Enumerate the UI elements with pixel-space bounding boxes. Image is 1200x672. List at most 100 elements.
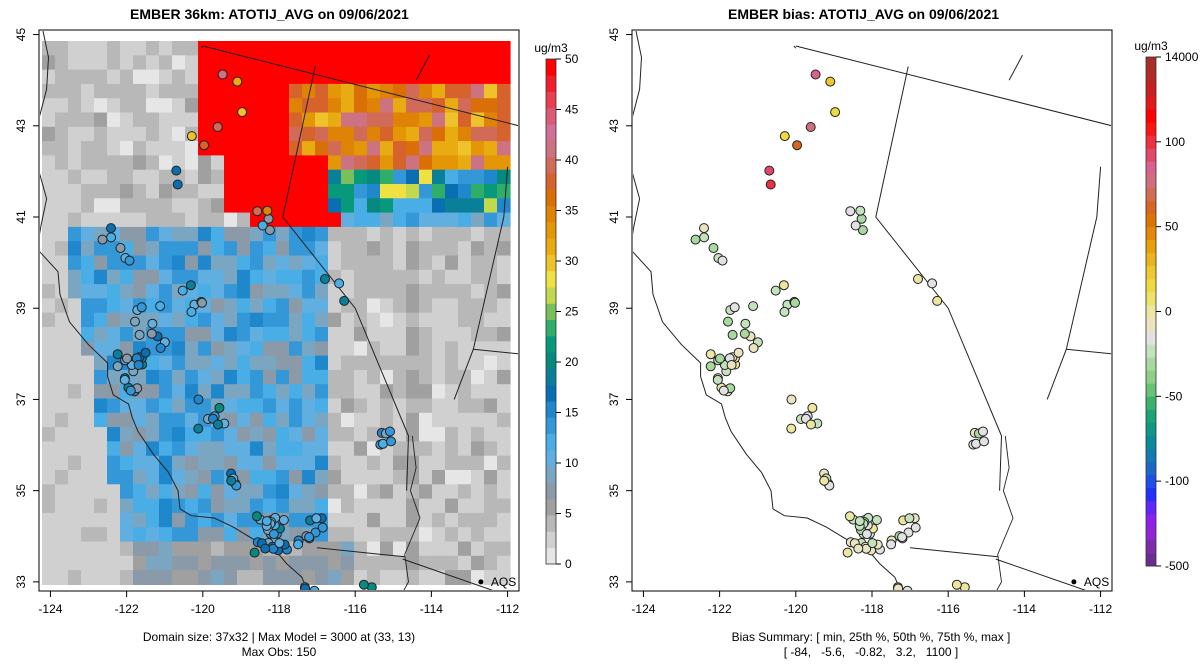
map-content: AQS [633,31,1111,590]
grid-cell [276,455,290,471]
right-map-panel: AQS-124 -122 -120 -118 -116 -114 -112333537394… [607,28,1199,616]
grid-cell [445,355,459,371]
grid-cell [224,241,238,257]
grid-cell [315,341,329,357]
grid-cell [159,255,173,271]
grid-cell [107,269,121,285]
station-marker [232,76,243,87]
grid-cell [211,369,225,385]
grid-cell [94,455,108,471]
grid-cell [289,512,303,528]
grid-cell [419,141,433,156]
grid-cell [224,341,238,357]
grid-cell [81,284,95,299]
grid-cell [120,327,134,342]
grid-cell [198,498,212,514]
station-marker [854,516,865,527]
grid-cell [354,155,368,171]
grid-cell [341,384,355,400]
grid-cell [432,284,446,299]
grid-cell [432,112,446,128]
station-marker [699,223,709,234]
grid-cell [328,384,342,400]
grid-cell [458,427,472,442]
grid-cell [133,555,147,571]
station-marker [186,131,197,142]
grid-cell [146,455,160,471]
grid-cell [471,312,485,328]
grid-cell [224,355,238,371]
grid-cell [237,441,251,457]
grid-cell [185,498,199,514]
station-marker [130,316,140,327]
grid-cell [328,212,342,228]
grid-cell [224,541,238,557]
station-marker [249,547,260,558]
state-border [415,54,430,81]
grid-cell [354,169,368,185]
grid-cell [445,470,459,485]
grid-cell [133,441,147,457]
colorbar-swatch [1146,435,1156,449]
grid-cell [289,327,303,342]
grid-cell [380,570,394,585]
grid-cell [68,412,82,428]
grid-cell [237,184,251,199]
grid-cell [211,41,225,56]
grid-cell [211,341,225,357]
grid-cell [354,141,368,156]
x-tick-label: -124 [38,602,62,616]
station-marker [729,302,740,313]
grid-cell [354,184,368,199]
station-marker [124,255,135,266]
grid-cell [198,312,212,328]
grid-cell [367,455,381,471]
grid-cell [120,470,134,485]
grid-cell [289,369,303,385]
plot-background [632,30,1112,591]
station-marker [261,516,272,527]
grid-cell [68,298,82,314]
grid-cell [159,484,173,500]
grid-cell [393,41,407,56]
station-marker [805,122,816,132]
grid-cell [419,484,433,500]
grid-cell [393,298,407,314]
grid-cell [328,555,342,571]
grid-cell [107,412,121,428]
grid-cell [393,141,407,156]
y-tick-label: 39 [14,301,28,315]
grid-cell [471,141,485,156]
x-tick-label: -112 [1089,602,1112,616]
grid-cell [55,41,69,56]
grid-cell [146,298,160,314]
station-marker [712,374,723,385]
grid-cell [315,126,329,142]
state-border [282,66,410,491]
grid-cell [302,384,316,400]
station-marker [320,274,330,284]
grid-cell [380,212,394,228]
grid-cell [107,169,121,185]
station-marker [842,547,853,558]
grid-cell [432,455,446,471]
grid-cell [432,398,446,414]
grid-cell [289,212,303,228]
grid-cell [263,41,277,56]
grid-cell [367,284,381,299]
station-marker [385,426,395,437]
grid-cell [315,484,329,500]
colorbar-tick-label: -100 [1165,474,1189,488]
grid-cell [107,298,121,314]
grid-cell [406,169,420,185]
grid-cell [380,541,394,557]
grid-cell [471,241,485,257]
grid-cell [497,455,511,471]
grid-cell [419,269,433,285]
colorbar-swatch [1146,513,1156,528]
grid-cell [42,241,56,257]
grid-cell [328,570,342,585]
grid-cell [55,355,69,371]
x-tick-label: -118 [267,602,290,616]
grid-cell [159,83,173,99]
